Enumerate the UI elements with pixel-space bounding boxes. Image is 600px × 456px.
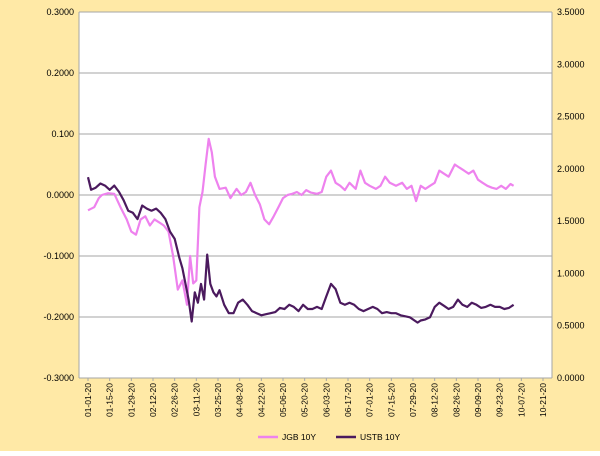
series-line-ustb-10y [86,176,515,324]
x-tick-label: 06-03-20 [321,383,331,417]
x-tick-label: 05-06-20 [278,383,288,417]
right-tick-label: 2.5000 [557,112,585,122]
x-tick-label: 01-15-20 [105,383,115,417]
left-tick-label: 0.100 [51,129,74,139]
right-tick-label: 3.5000 [557,7,585,17]
right-axis: 3.5000 3.0000 2.5000 2.0000 1.5000 1.0000 0.50… [557,7,585,383]
x-tick-label: 07-15-20 [386,383,396,417]
x-tick-label: 01-29-20 [126,383,136,417]
x-axis: 01-01-20 01-15-20 01-29-20 02-12-20 02-26-20… [83,378,548,417]
x-tick-label: 03-11-20 [191,383,201,417]
series-lines [86,137,515,324]
left-tick-label: -0.2000 [43,312,74,322]
left-tick-label: 0.2000 [46,68,74,78]
left-axis: 0.3000 0.2000 0.100 0.0000 -0.1000 -0.2000 -0.… [43,7,74,383]
x-tick-label: 08-12-20 [430,383,440,417]
x-tick-label: 07-01-20 [365,383,375,417]
right-tick-label: 0.5000 [557,321,585,331]
legend: JGB 10Y USTB 10Y [258,432,400,442]
x-tick-label: 02-12-20 [148,383,158,417]
x-tick-label: 02-26-20 [170,383,180,417]
x-tick-label: 08-26-20 [451,383,461,417]
left-tick-label: -0.1000 [43,251,74,261]
x-tick-label: 04-08-20 [235,383,245,417]
x-tick-label: 07-29-20 [408,383,418,417]
left-tick-label: 0.0000 [46,190,74,200]
right-tick-label: 3.0000 [557,59,585,69]
x-tick-label: 06-17-20 [343,383,353,417]
x-tick-label: 05-20-20 [300,383,310,417]
legend-label-ustb-10y: USTB 10Y [360,432,400,442]
series-line-jgb-10y [87,137,515,306]
x-tick-label: 01-01-20 [83,383,93,417]
right-tick-label: 0.0000 [557,373,585,383]
x-tick-label: 10-21-20 [538,383,548,417]
left-tick-label: -0.3000 [43,373,74,383]
x-tick-label: 04-22-20 [256,383,266,417]
x-tick-label: 03-25-20 [213,383,223,417]
gridlines [78,11,553,379]
x-tick-label: 09-23-20 [495,383,505,417]
legend-label-jgb-10y: JGB 10Y [282,432,316,442]
right-tick-label: 1.0000 [557,268,585,278]
x-tick-label: 10-07-20 [516,383,526,417]
x-tick-label: 09-09-20 [473,383,483,417]
right-tick-label: 2.0000 [557,164,585,174]
right-tick-label: 1.5000 [557,216,585,226]
left-tick-label: 0.3000 [46,7,74,17]
